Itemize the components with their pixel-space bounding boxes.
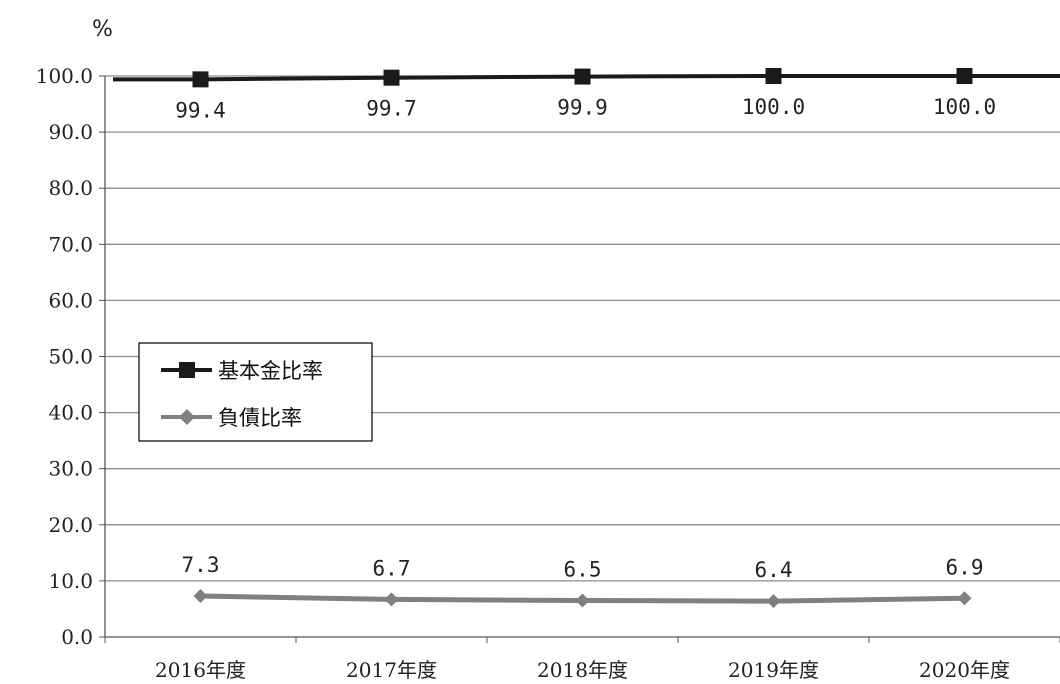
gridlines xyxy=(105,75,1060,582)
data-label: 100.0 xyxy=(933,95,996,119)
data-point-square xyxy=(192,71,209,88)
data-point-square xyxy=(574,68,591,85)
y-tick-label: 20.0 xyxy=(48,513,93,537)
y-unit-label: % xyxy=(92,17,113,42)
data-point-diamond xyxy=(766,594,781,609)
legend-label-series-2: 負債比率 xyxy=(218,406,302,430)
x-tick-label: 2016年度 xyxy=(155,658,246,682)
y-tick-label: 70.0 xyxy=(48,232,93,256)
legend-square-marker-icon xyxy=(179,362,195,378)
data-point-square xyxy=(765,68,782,84)
y-tick-label: 30.0 xyxy=(48,457,93,481)
data-point-square xyxy=(383,69,400,86)
data-point-diamond xyxy=(575,593,590,608)
data-label: 6.7 xyxy=(373,556,411,580)
data-label: 99.4 xyxy=(175,98,226,122)
x-tick-label: 2017年度 xyxy=(346,658,437,682)
data-label: 100.0 xyxy=(742,95,805,119)
data-label: 6.9 xyxy=(946,555,984,579)
legend-label-series-1: 基本金比率 xyxy=(218,359,323,383)
data-label: 99.7 xyxy=(366,97,417,121)
y-tick-label: 50.0 xyxy=(48,345,93,369)
y-tick-label: 10.0 xyxy=(48,569,93,593)
x-axis-ticks: 2016年度 2017年度 2018年度 2019年度 2020年度 xyxy=(104,637,1060,682)
y-tick-label: 40.0 xyxy=(48,401,93,425)
x-tick-label: 2018年度 xyxy=(537,658,628,682)
data-label: 99.9 xyxy=(557,96,608,120)
data-label: 7.3 xyxy=(182,553,220,577)
y-tick-label: 100.0 xyxy=(36,64,93,88)
data-point-diamond xyxy=(957,591,972,606)
y-tick-label: 80.0 xyxy=(48,176,93,200)
y-tick-label: 90.0 xyxy=(48,120,93,144)
y-tick-label: 60.0 xyxy=(48,288,93,312)
data-point-diamond xyxy=(193,589,208,604)
y-axis-ticks: 0.0 10.0 20.0 30.0 40.0 50.0 60.0 70.0 80.0 90.0 1… xyxy=(36,64,105,649)
data-labels: 99.4 99.7 99.9 100.0 100.0 7.3 6.7 6.5 6.4 6.9 xyxy=(175,95,996,582)
legend: 基本金比率 負債比率 xyxy=(138,342,373,442)
legend-box xyxy=(138,342,373,442)
x-tick-label: 2020年度 xyxy=(919,658,1010,682)
x-tick-label: 2019年度 xyxy=(728,658,819,682)
y-tick-label: 0.0 xyxy=(61,625,93,649)
series-group xyxy=(113,68,1060,609)
data-label: 6.5 xyxy=(564,558,602,582)
data-point-diamond xyxy=(384,592,399,607)
data-point-square xyxy=(956,68,973,84)
data-label: 6.4 xyxy=(755,558,793,582)
legend-diamond-marker-icon xyxy=(179,409,195,425)
